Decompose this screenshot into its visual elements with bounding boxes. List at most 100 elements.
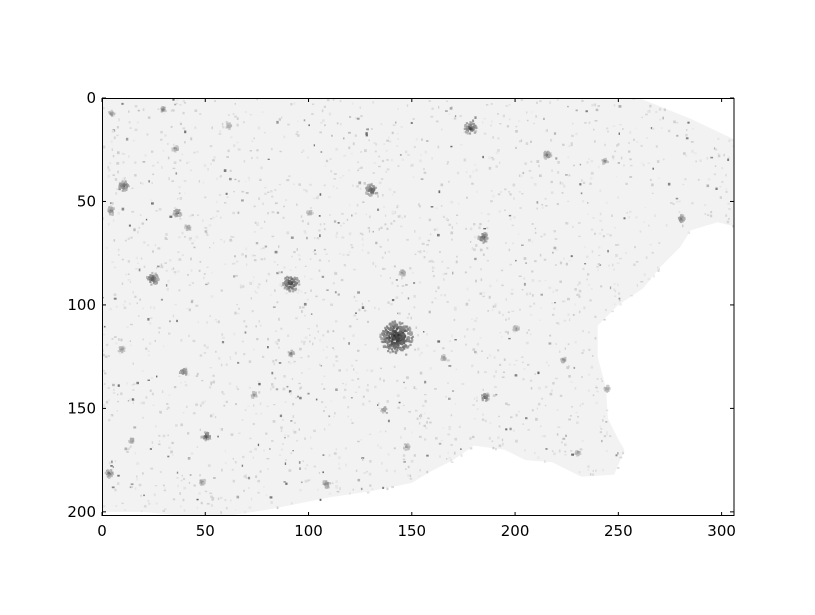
- heat-speck: [267, 158, 270, 160]
- heat-speck: [449, 107, 453, 110]
- heat-speck: [317, 330, 319, 333]
- heat-speck: [165, 284, 168, 287]
- heat-speck: [572, 122, 574, 125]
- heat-speck: [491, 156, 494, 159]
- heat-speck: [603, 415, 605, 418]
- heat-speck: [413, 386, 416, 389]
- hotspot-cell: [379, 335, 382, 338]
- heat-speck: [249, 150, 252, 152]
- heat-speck: [275, 388, 279, 391]
- hotspot-cell: [466, 129, 469, 132]
- heat-speck: [416, 417, 419, 420]
- heat-speck: [280, 426, 283, 430]
- hotspot-cell: [483, 232, 486, 235]
- hotspot-cell: [325, 482, 328, 485]
- heat-speck: [687, 121, 690, 124]
- heat-speck: [692, 128, 694, 130]
- heat-speck: [210, 295, 214, 298]
- heat-speck: [148, 502, 151, 505]
- heat-speck: [393, 469, 396, 473]
- heat-speck: [124, 509, 126, 511]
- heat-speck: [509, 263, 512, 266]
- heat-speck: [307, 222, 310, 225]
- heat-speck: [557, 171, 560, 174]
- heat-speck: [232, 211, 235, 215]
- hotspot-cell: [285, 281, 289, 284]
- heat-speck: [475, 352, 478, 355]
- heat-speck: [601, 439, 603, 443]
- heat-speck: [380, 178, 384, 180]
- hotspot-cell: [607, 389, 610, 392]
- hotspot-cell: [370, 183, 373, 186]
- heat-speck: [500, 269, 504, 272]
- heat-speck: [654, 214, 656, 217]
- hotspot-cell: [401, 349, 404, 352]
- heat-speck: [112, 466, 114, 469]
- heat-speck: [393, 191, 396, 194]
- heat-speck: [401, 285, 405, 287]
- heat-speck: [342, 175, 345, 177]
- heat-speck: [551, 450, 554, 452]
- heat-speck: [721, 181, 724, 183]
- heat-speck: [622, 128, 624, 130]
- heat-speck: [132, 290, 134, 294]
- heat-speck: [199, 428, 201, 431]
- heat-speck: [236, 117, 239, 120]
- heat-speck: [459, 115, 462, 117]
- heat-speck: [280, 327, 283, 330]
- heat-speck: [143, 265, 146, 268]
- hotspot-cell: [306, 211, 309, 214]
- heat-speck: [188, 215, 192, 217]
- heat-speck: [110, 202, 112, 204]
- heat-speck: [511, 224, 514, 227]
- heat-speck: [567, 105, 569, 108]
- heat-speck: [592, 355, 594, 357]
- heat-speck: [211, 126, 213, 130]
- heat-speck: [351, 379, 354, 381]
- heat-speck: [216, 177, 218, 180]
- heat-speck: [465, 171, 468, 174]
- heat-speck: [598, 232, 602, 235]
- hotspot-cell: [548, 155, 551, 158]
- heat-speck: [116, 482, 120, 485]
- heat-speck: [187, 432, 190, 435]
- hotspot-cell: [371, 190, 374, 193]
- hotspot-cell: [485, 233, 488, 236]
- heat-speck: [670, 202, 673, 204]
- heat-speck: [602, 468, 604, 472]
- hotspot-cell: [389, 326, 392, 329]
- heat-speck: [374, 150, 377, 153]
- heat-speck: [595, 385, 597, 388]
- hotspot-cell: [152, 278, 155, 281]
- heat-speck: [536, 101, 538, 104]
- heat-speck: [687, 231, 691, 234]
- heat-speck: [329, 158, 332, 160]
- heat-speck: [328, 260, 330, 263]
- hotspot-cell: [297, 280, 300, 283]
- heat-speck: [518, 140, 521, 143]
- heat-speck: [325, 356, 328, 359]
- heat-speck: [490, 190, 493, 192]
- heat-speck: [330, 170, 333, 173]
- heat-speck: [210, 504, 214, 507]
- heat-speck: [509, 218, 512, 221]
- hotspot-cell: [382, 411, 385, 414]
- hotspot-cell: [383, 335, 386, 338]
- hotspot-cell: [396, 344, 400, 347]
- heat-speck: [572, 225, 574, 228]
- heat-speck: [598, 246, 601, 249]
- hotspot-cell: [391, 331, 394, 334]
- heatmap-image: [102, 98, 734, 516]
- hotspot-cell: [250, 394, 253, 397]
- heat-speck: [117, 393, 119, 396]
- hotspot-cell: [480, 238, 484, 241]
- heat-speck: [609, 435, 612, 437]
- heat-speck: [113, 239, 116, 242]
- heat-speck: [499, 332, 501, 334]
- heat-speck: [437, 233, 440, 237]
- heat-speck: [606, 233, 610, 235]
- heat-speck: [604, 308, 607, 312]
- heat-speck: [111, 338, 114, 340]
- heat-speck: [380, 367, 382, 370]
- heat-speck: [492, 194, 495, 198]
